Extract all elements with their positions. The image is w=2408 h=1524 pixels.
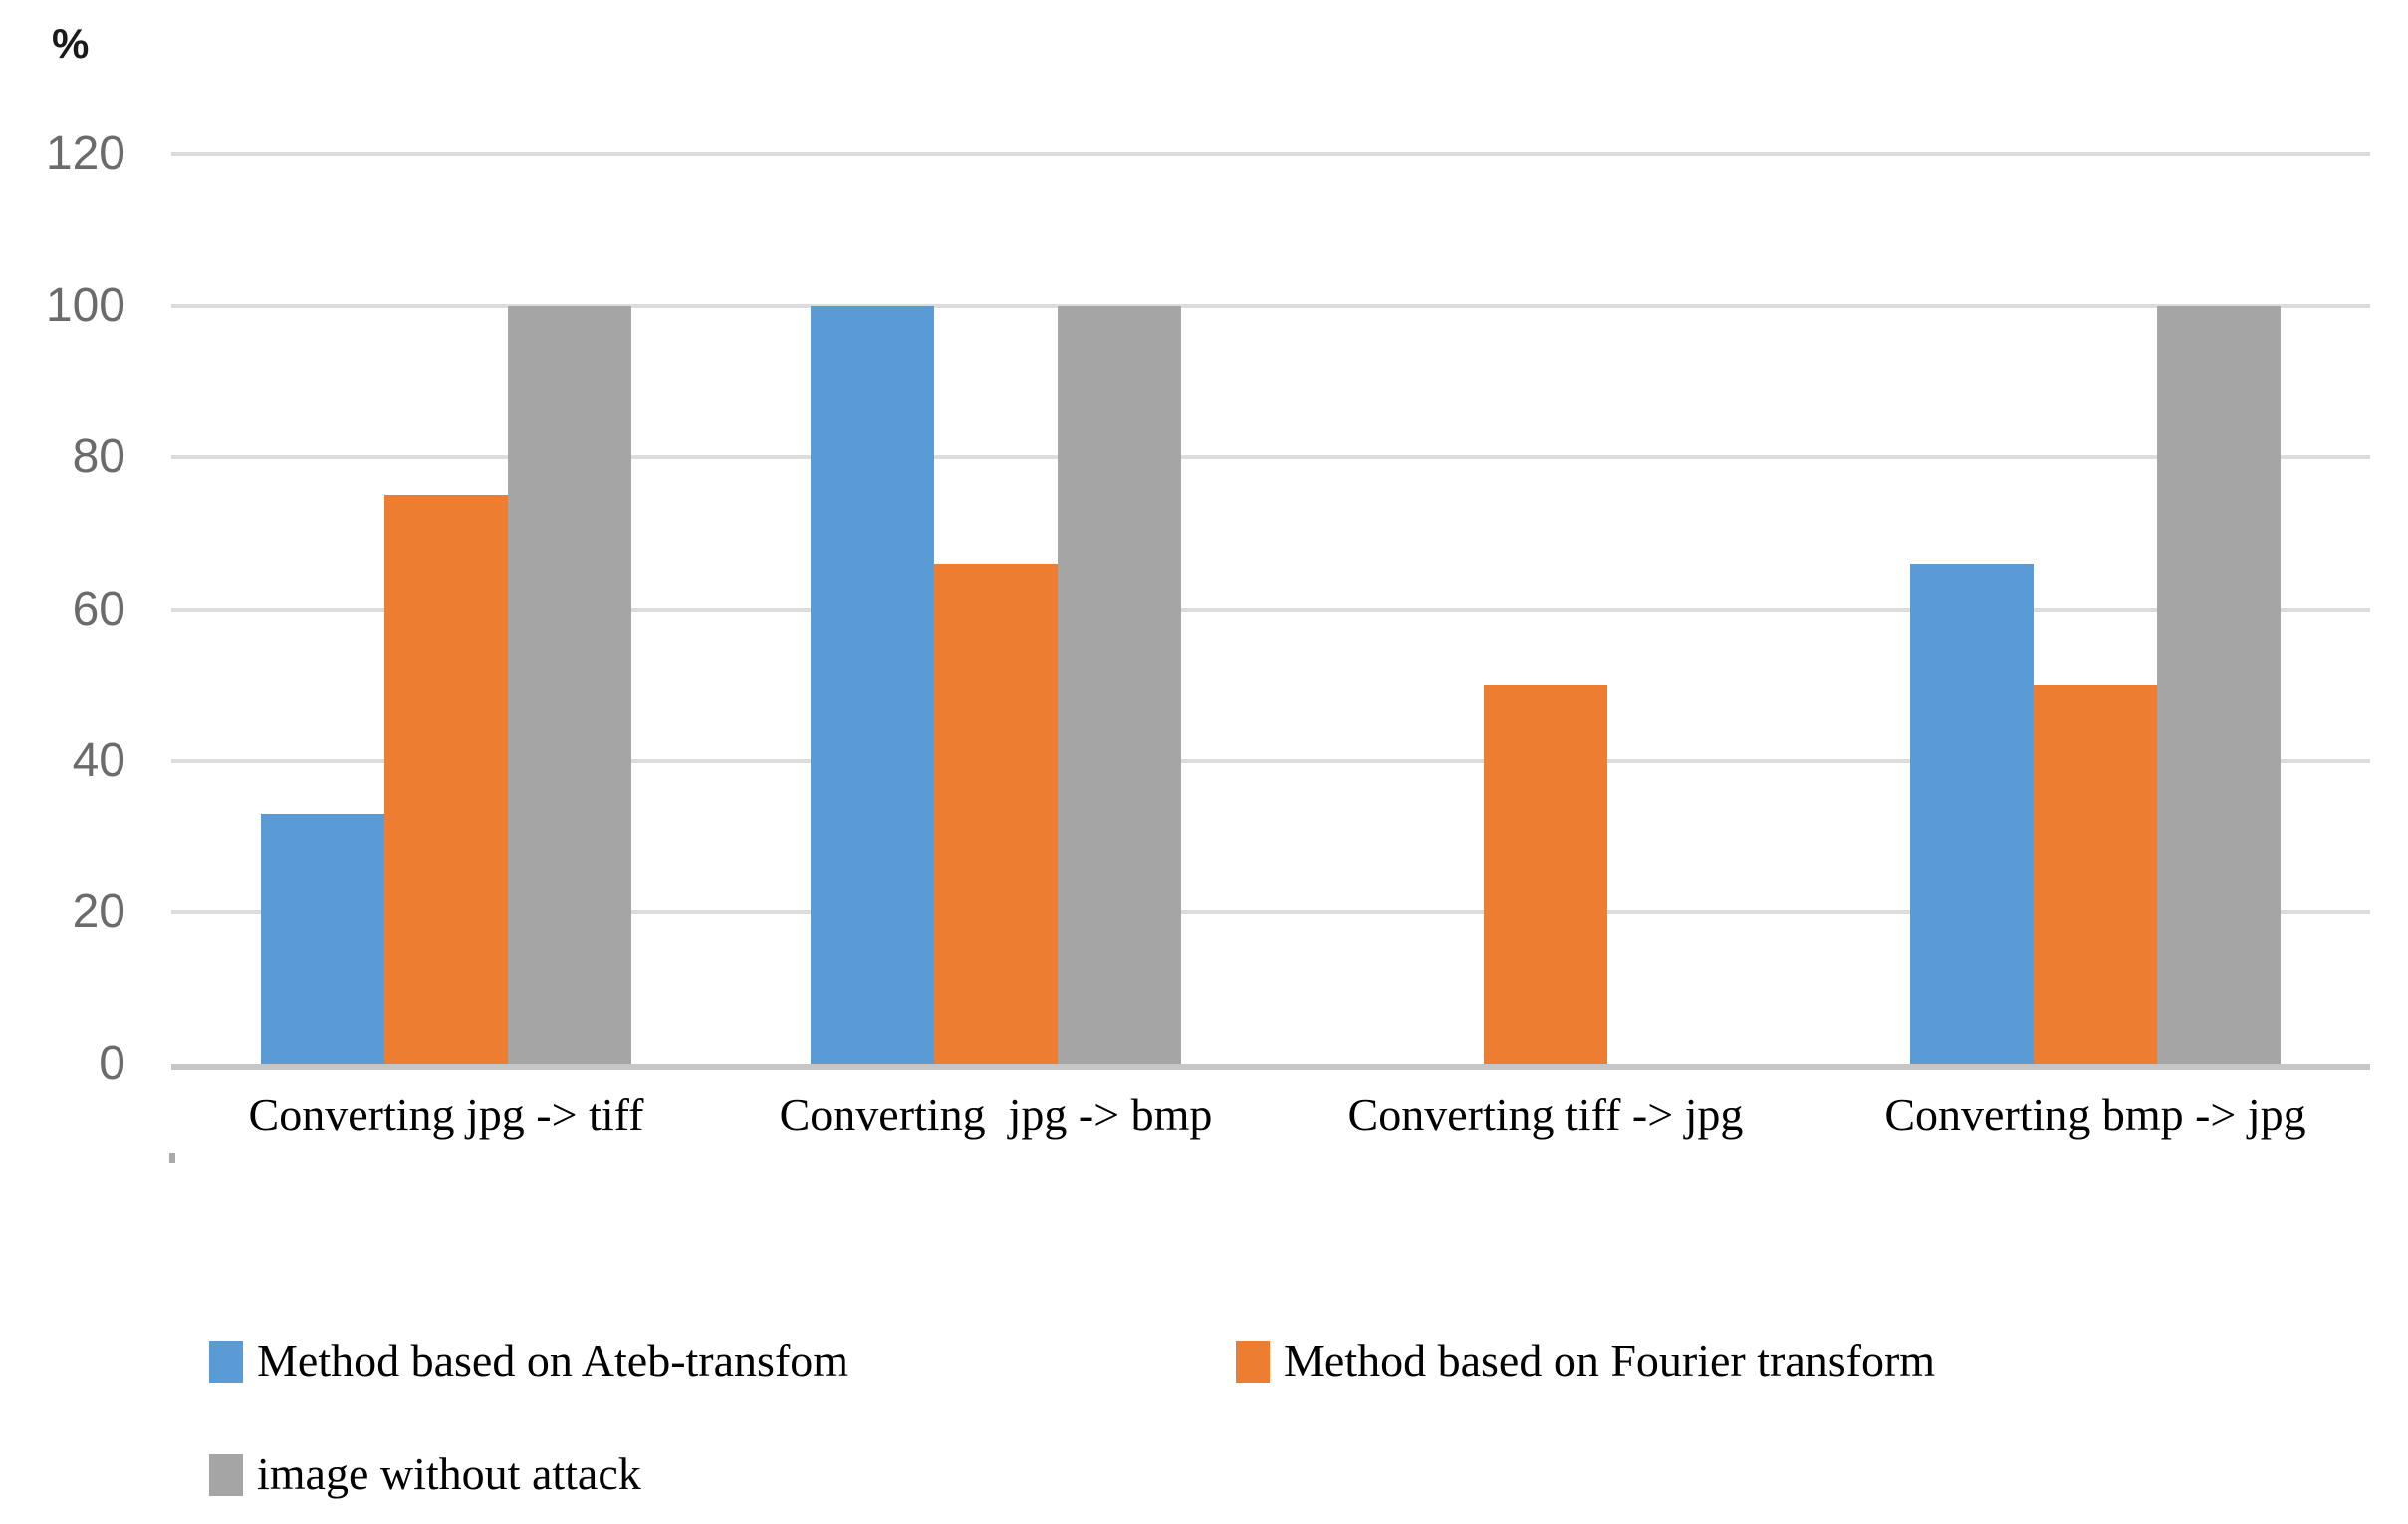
legend-label-ateb: Method based on Ateb-transfom [257, 1335, 849, 1386]
y-tick-label: 100 [45, 279, 125, 333]
bar-s0-c1 [811, 306, 934, 1064]
y-tick-label: 120 [45, 127, 125, 180]
gridline [171, 607, 2370, 612]
legend-label-without-attack: image without attack [257, 1448, 641, 1499]
legend-swatch-fourier-icon [1236, 1341, 1270, 1383]
bar-s0-c3 [1910, 563, 2034, 1064]
legend-item-without-attack: image without attack [209, 1446, 641, 1502]
x-category-label: Converting jpg -> bmp [779, 1089, 1213, 1140]
y-axis-unit-label: % [52, 20, 90, 67]
bar-s1-c3 [2034, 684, 2157, 1064]
bar-s2-c3 [2157, 306, 2281, 1064]
y-tick-label: 80 [72, 430, 125, 484]
gridline [171, 758, 2370, 763]
y-tick-label: 60 [72, 582, 125, 635]
y-tick-label: 20 [72, 885, 125, 938]
x-axis-line [171, 1064, 2370, 1070]
bar-s2-c0 [508, 306, 631, 1064]
legend-label-fourier: Method based on Fourier transform [1284, 1335, 1936, 1386]
bar-s1-c1 [934, 563, 1058, 1064]
bar-s0-c0 [261, 813, 384, 1064]
bar-s2-c1 [1058, 306, 1181, 1064]
gridline [171, 909, 2370, 914]
legend-item-ateb-transform: Method based on Ateb-transfom [209, 1333, 848, 1389]
x-category-label: Converting jpg -> tiff [248, 1089, 644, 1140]
legend-item-fourier-transform: Method based on Fourier transform [1236, 1333, 1935, 1389]
y-tick-label: 0 [99, 1037, 125, 1090]
bar-s1-c2 [1484, 684, 1607, 1064]
bar-s1-c0 [384, 495, 508, 1064]
gridline [171, 455, 2370, 460]
x-category-label: Converting bmp -> jpg [1884, 1089, 2306, 1140]
x-category-label: Converting tiff -> jpg [1347, 1089, 1744, 1140]
legend-swatch-without-attack-icon [209, 1454, 243, 1496]
gridline [171, 304, 2370, 309]
gridline [171, 152, 2370, 156]
x-axis-tick [169, 1153, 175, 1163]
y-tick-label: 40 [72, 733, 125, 787]
legend-swatch-ateb-icon [209, 1341, 243, 1383]
